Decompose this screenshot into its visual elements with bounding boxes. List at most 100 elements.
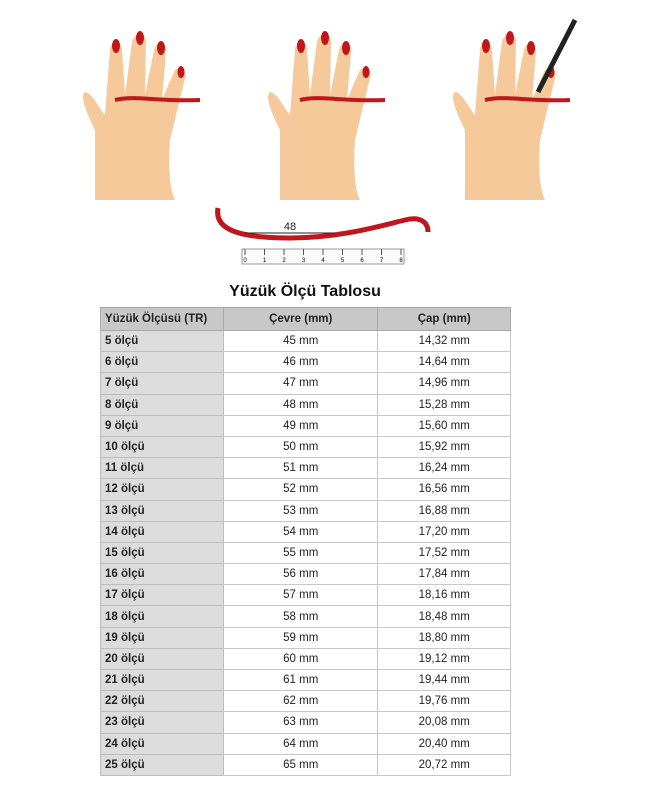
table-header-row: Yüzük Ölçüsü (TR) Çevre (mm) Çap (mm)	[100, 307, 511, 331]
ruler-tick-label: 8	[399, 258, 403, 264]
cell-circumference: 48 mm	[222, 393, 379, 416]
table-row: 22 ölçü 62 mm 19,76 mm	[100, 690, 511, 713]
cell-size: 21 ölçü	[100, 668, 224, 692]
hand-illustration	[453, 18, 578, 200]
cell-circumference: 65 mm	[222, 753, 379, 776]
cell-circumference: 46 mm	[222, 351, 379, 374]
cell-circumference: 50 mm	[222, 435, 379, 459]
ruler-tick-label: 4	[321, 258, 325, 264]
cell-size: 6 ölçü	[100, 351, 224, 374]
cell-diameter: 14,64 mm	[377, 351, 511, 374]
cell-circumference: 64 mm	[222, 732, 379, 755]
cell-diameter: 20,40 mm	[377, 732, 511, 755]
cell-circumference: 58 mm	[222, 605, 379, 628]
ruler-tick-label: 5	[341, 258, 345, 264]
ring-size-table: Yüzük Ölçüsü (TR) Çevre (mm) Çap (mm) 5 …	[100, 307, 511, 776]
cell-size: 7 ölçü	[100, 372, 224, 395]
measure-label: 48	[284, 221, 296, 233]
cell-size: 19 ölçü	[100, 626, 224, 649]
cell-circumference: 61 mm	[222, 668, 379, 692]
cell-circumference: 47 mm	[222, 372, 379, 395]
cell-size: 11 ölçü	[100, 457, 224, 480]
cell-circumference: 63 mm	[222, 711, 379, 734]
strip-measure: 48 0 1 2 3 4 5 6 7 8	[215, 207, 431, 265]
cell-diameter: 20,72 mm	[377, 753, 511, 776]
table-row: 15 ölçü 55 mm 17,52 mm	[100, 541, 511, 565]
table-row: 5 ölçü 45 mm 14,32 mm	[100, 329, 511, 353]
cell-diameter: 18,16 mm	[377, 584, 511, 607]
table-row: 18 ölçü 58 mm 18,48 mm	[100, 605, 511, 628]
cell-circumference: 49 mm	[222, 414, 379, 437]
table-row: 17 ölçü 57 mm 18,16 mm	[100, 584, 511, 607]
ruler-tick-label: 7	[380, 258, 384, 264]
cell-circumference: 52 mm	[222, 478, 379, 501]
cell-diameter: 15,28 mm	[377, 393, 511, 416]
cell-size: 17 ölçü	[100, 584, 224, 607]
table-row: 24 ölçü 64 mm 20,40 mm	[100, 732, 511, 755]
page-title: Yüzük Ölçü Tablosu	[229, 283, 381, 300]
cell-circumference: 45 mm	[222, 329, 379, 353]
cell-size: 23 ölçü	[100, 711, 224, 734]
cell-diameter: 18,80 mm	[377, 626, 511, 649]
cell-diameter: 16,56 mm	[377, 478, 511, 501]
ruler-tick-label: 2	[282, 258, 286, 264]
cell-size: 9 ölçü	[100, 414, 224, 437]
cell-diameter: 17,84 mm	[377, 563, 511, 586]
ruler-tick-label: 0	[243, 258, 247, 264]
cell-size: 14 ölçü	[100, 520, 224, 543]
cell-circumference: 55 mm	[222, 541, 379, 565]
cell-circumference: 56 mm	[222, 563, 379, 586]
table-row: 8 ölçü 48 mm 15,28 mm	[100, 393, 511, 416]
cell-circumference: 54 mm	[222, 520, 379, 543]
cell-circumference: 62 mm	[222, 690, 379, 713]
header-diameter: Çap (mm)	[377, 307, 511, 331]
cell-size: 18 ölçü	[100, 605, 224, 628]
cell-diameter: 19,76 mm	[377, 690, 511, 713]
cell-size: 8 ölçü	[100, 393, 224, 416]
table-row: 7 ölçü 47 mm 14,96 mm	[100, 372, 511, 395]
table-row: 14 ölçü 54 mm 17,20 mm	[100, 520, 511, 543]
ruler-tick-label: 6	[360, 258, 364, 264]
table-row: 13 ölçü 53 mm 16,88 mm	[100, 499, 511, 522]
cell-size: 25 ölçü	[100, 753, 224, 776]
hand-illustration	[268, 31, 386, 200]
cell-diameter: 16,88 mm	[377, 499, 511, 522]
measuring-illustration: 48 0 1 2 3 4 5 6 7 8	[83, 18, 578, 265]
cell-size: 15 ölçü	[100, 541, 224, 565]
cell-circumference: 59 mm	[222, 626, 379, 649]
ruler-tick-label: 3	[302, 258, 306, 264]
cell-diameter: 19,12 mm	[377, 647, 511, 671]
hand-illustration	[83, 31, 201, 200]
table-row: 9 ölçü 49 mm 15,60 mm	[100, 414, 511, 437]
table-row: 19 ölçü 59 mm 18,80 mm	[100, 626, 511, 649]
cell-size: 20 ölçü	[100, 647, 224, 671]
cell-diameter: 14,32 mm	[377, 329, 511, 353]
cell-diameter: 15,60 mm	[377, 414, 511, 437]
cell-diameter: 17,20 mm	[377, 520, 511, 543]
cell-circumference: 57 mm	[222, 584, 379, 607]
cell-size: 5 ölçü	[100, 329, 224, 353]
cell-circumference: 60 mm	[222, 647, 379, 671]
cell-diameter: 17,52 mm	[377, 541, 511, 565]
cell-size: 24 ölçü	[100, 732, 224, 755]
cell-diameter: 19,44 mm	[377, 668, 511, 692]
table-row: 21 ölçü 61 mm 19,44 mm	[100, 668, 511, 692]
table-row: 6 ölçü 46 mm 14,64 mm	[100, 351, 511, 374]
header-circumference: Çevre (mm)	[222, 307, 379, 331]
cell-size: 12 ölçü	[100, 478, 224, 501]
cell-diameter: 20,08 mm	[377, 711, 511, 734]
cell-size: 16 ölçü	[100, 563, 224, 586]
table-row: 11 ölçü 51 mm 16,24 mm	[100, 457, 511, 480]
cell-diameter: 15,92 mm	[377, 435, 511, 459]
cell-diameter: 16,24 mm	[377, 457, 511, 480]
cell-diameter: 14,96 mm	[377, 372, 511, 395]
cell-circumference: 53 mm	[222, 499, 379, 522]
table-row: 16 ölçü 56 mm 17,84 mm	[100, 563, 511, 586]
table-row: 10 ölçü 50 mm 15,92 mm	[100, 435, 511, 459]
cell-size: 22 ölçü	[100, 690, 224, 713]
table-row: 20 ölçü 60 mm 19,12 mm	[100, 647, 511, 671]
header-size: Yüzük Ölçüsü (TR)	[100, 307, 224, 331]
table-row: 12 ölçü 52 mm 16,56 mm	[100, 478, 511, 501]
cell-size: 10 ölçü	[100, 435, 224, 459]
table-row: 23 ölçü 63 mm 20,08 mm	[100, 711, 511, 734]
